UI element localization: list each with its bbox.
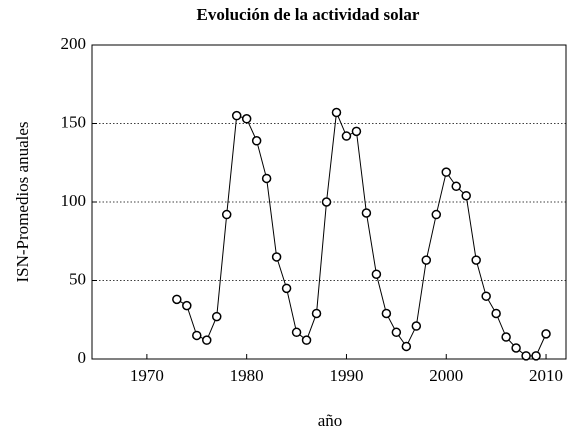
data-point	[541, 329, 551, 339]
data-point	[202, 335, 212, 345]
chart-title: Evolución de la actividad solar	[197, 5, 420, 24]
y-tick-label: 200	[61, 34, 87, 53]
data-point	[451, 181, 461, 192]
data-point	[261, 173, 272, 184]
data-point	[441, 167, 452, 177]
x-tick-label: 2000	[429, 366, 463, 385]
data-point	[221, 209, 232, 220]
y-tick-label: 150	[61, 112, 87, 131]
data-point	[241, 114, 252, 124]
y-axis-label: ISN-Promedios anuales	[13, 121, 32, 282]
data-point	[172, 294, 182, 305]
data-point	[211, 311, 222, 322]
data-point	[501, 332, 511, 342]
data-point	[271, 252, 282, 262]
y-tick-label: 100	[61, 191, 87, 210]
data-point	[531, 351, 541, 361]
data-point	[311, 308, 322, 319]
data-point	[361, 208, 372, 218]
data-line	[176, 110, 547, 357]
data-point	[351, 126, 362, 137]
data-point	[321, 197, 332, 207]
data-point	[511, 343, 521, 353]
x-tick-label: 2010	[529, 366, 563, 385]
data-point	[281, 283, 292, 294]
data-point	[371, 269, 382, 279]
data-point	[341, 131, 352, 141]
data-point	[401, 341, 412, 352]
data-point	[461, 190, 471, 201]
data-point	[182, 300, 192, 311]
data-point	[471, 255, 481, 265]
data-point	[381, 308, 392, 319]
data-point	[481, 291, 491, 301]
data-point	[391, 327, 402, 338]
data-point	[431, 209, 442, 220]
data-point	[231, 110, 242, 121]
data-point	[291, 327, 302, 338]
y-tick-label: 50	[69, 269, 86, 288]
x-tick-label: 1990	[329, 366, 363, 385]
data-point	[421, 255, 432, 265]
data-point	[491, 308, 501, 319]
y-tick-label: 0	[78, 348, 87, 367]
data-point	[521, 351, 531, 361]
data-point	[192, 330, 202, 341]
data-point	[301, 335, 312, 345]
x-axis-label: año	[318, 411, 343, 430]
data-point	[331, 107, 342, 118]
x-tick-label: 1970	[130, 366, 164, 385]
x-tick-label: 1980	[230, 366, 264, 385]
data-point	[411, 321, 422, 331]
data-point	[251, 136, 262, 146]
